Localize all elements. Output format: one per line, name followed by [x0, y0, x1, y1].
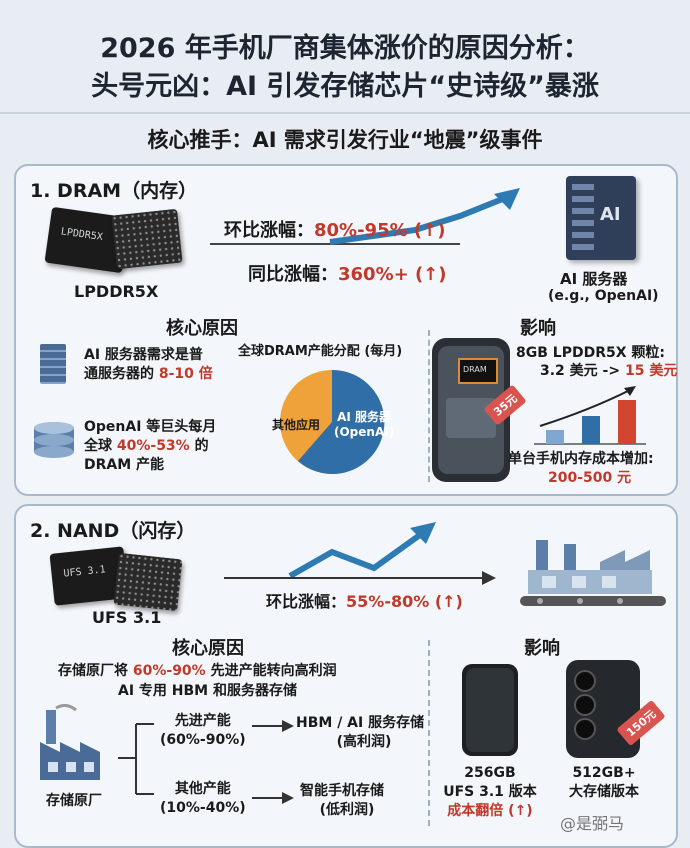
flow-arrows	[118, 720, 294, 804]
phone1-labels: 256GB UFS 3.1 版本 成本翻倍 (↑)	[438, 764, 542, 821]
dram-cause2-line1: OpenAI 等巨头每月	[84, 419, 217, 435]
subtitle: 核心推手：AI 需求引发行业“地震”级事件	[147, 128, 543, 152]
branch2-dest-line2: (低利润)	[319, 802, 375, 818]
ai-server-icon: AI	[566, 176, 636, 260]
dram-cause2-line2-end: 的	[189, 438, 209, 454]
phone1-cost: 成本翻倍 (↑)	[447, 803, 533, 819]
database-icon	[34, 422, 74, 458]
dram-cause2-highlight: 40%-53%	[116, 438, 190, 454]
branch1-line2: (60%-90%)	[160, 732, 246, 748]
dram-impact-price-old: 3.2 美元 ->	[540, 363, 625, 379]
branch2-line2: (10%-40%)	[160, 800, 246, 816]
dram-impact-price-new: 15 美元	[624, 363, 678, 379]
pie-label-ai: AI 服务器 (OpenAI)	[334, 408, 394, 439]
watermark: @是弼马	[560, 814, 625, 833]
phone-dram-chip: DRAM	[458, 358, 498, 384]
dram-impact-title: 影响	[520, 318, 556, 339]
nand-section-title: 2. NAND（闪存）	[30, 520, 196, 542]
dram-impact-line2: 3.2 美元 -> 15 美元	[540, 362, 677, 381]
dram-yoy-row: 同比涨幅：360%+ (↑)	[248, 260, 447, 286]
nand-mom-value: 55%-80% (↑)	[346, 592, 463, 611]
branch1-line1: 先进产能	[174, 713, 231, 729]
dram-cause1-line1: AI 服务器需求是普	[84, 347, 203, 363]
phone-256gb	[462, 664, 518, 756]
nand-growth-arrow	[224, 522, 496, 585]
title-line2: 头号元凶：AI 引发存储芯片“史诗级”暴涨	[91, 71, 599, 102]
dram-cause1-highlight: 8-10 倍	[158, 366, 213, 382]
phone2-version: 大存储版本	[569, 784, 639, 800]
nand-impact-divider	[428, 640, 431, 826]
dram-mom-row: 环比涨幅：80%-95% (↑)	[224, 216, 445, 242]
ufs-chip-marking: UFS 3.1	[63, 564, 107, 580]
branch2-label: 其他产能 (10%-40%)	[160, 780, 246, 818]
branch2-dest: 智能手机存储 (低利润)	[300, 782, 384, 820]
dram-mom-value: 80%-95% (↑)	[314, 220, 446, 241]
pie-slice-ai	[298, 369, 385, 474]
dram-cause1-line2: 通服务器的	[84, 366, 159, 382]
pie-label-ai-line1: AI 服务器	[337, 410, 392, 424]
phone-chip-label: DRAM	[463, 365, 487, 374]
phone1-capacity: 256GB	[464, 765, 516, 781]
factory-label: 存储原厂	[46, 793, 102, 809]
pie-label-ai-line2: (OpenAI)	[334, 425, 395, 439]
dram-mom-label: 环比涨幅：	[224, 220, 314, 241]
rack-server-icon	[40, 344, 66, 384]
nand-impact-title: 影响	[524, 638, 560, 659]
dram-impact-divider	[428, 330, 431, 482]
nand-mom-label: 环比涨幅：	[266, 592, 347, 611]
dram-pie-chart	[280, 369, 385, 474]
dram-impact-line3: 单台手机内存成本增加:	[508, 451, 654, 467]
nand-chip-label: UFS 3.1	[92, 608, 162, 627]
factory-icon	[40, 704, 100, 780]
branch1-dest-line2: (高利润)	[336, 734, 392, 750]
ai-badge: AI	[600, 204, 621, 225]
ai-server-sublabel: (e.g., OpenAI)	[548, 288, 659, 304]
phone2-capacity: 512GB+	[572, 765, 636, 781]
dram-cause2-line2: 全球	[84, 438, 117, 454]
factory-line-icon	[520, 540, 666, 606]
ufs-chip-back	[113, 552, 183, 612]
nand-cause-line2: AI 专用 HBM 和服务器存储	[118, 683, 297, 699]
chip-marking: LPDDR5X	[60, 226, 104, 244]
dram-cause2-line3: DRAM 产能	[84, 457, 165, 473]
ai-server-label: AI 服务器	[560, 270, 628, 288]
dram-cause1: AI 服务器需求是普 通服务器的 8-10 倍	[84, 346, 213, 384]
pie-title: 全球DRAM产能分配 (每月)	[238, 344, 403, 359]
dram-causes-title: 核心原因	[166, 318, 238, 339]
dram-yoy-value: 360%+ (↑)	[338, 264, 447, 285]
branch1-dest-line1: HBM / AI 服务存储	[296, 715, 425, 731]
dram-yoy-label: 同比涨幅：	[248, 264, 338, 285]
title-divider	[0, 112, 690, 114]
nand-cause-b: 先进产能转向高利润	[205, 663, 337, 679]
dram-cause2: OpenAI 等巨头每月 全球 40%-53% 的 DRAM 产能	[84, 418, 216, 475]
dram-growth-arrow	[210, 188, 520, 245]
branch2-dest-line1: 智能手机存储	[300, 783, 384, 799]
phone-512gb	[566, 660, 640, 758]
phone2-labels: 512GB+ 大存储版本	[556, 764, 652, 802]
nand-causes-title: 核心原因	[172, 638, 244, 659]
nand-cause-highlight: 60%-90%	[132, 663, 206, 679]
dram-impact-line1: 8GB LPDDR5X 颗粒:	[516, 345, 665, 361]
lpddr5x-chip-back	[111, 208, 183, 270]
nand-mom-row: 环比涨幅：55%-80% (↑)	[266, 588, 463, 612]
phone1-version: UFS 3.1 版本	[443, 784, 537, 800]
dram-section-title: 1. DRAM（内存）	[30, 180, 198, 202]
branch1-label: 先进产能 (60%-90%)	[160, 712, 246, 750]
pie-label-other: 其他应用	[272, 418, 321, 432]
branch1-dest: HBM / AI 服务存储 (高利润)	[296, 714, 424, 752]
branch2-line1: 其他产能	[174, 781, 231, 797]
dram-chip-label: LPDDR5X	[74, 282, 159, 301]
nand-cause-line1: 存储原厂将 60%-90% 先进产能转向高利润	[58, 662, 337, 681]
title-line1: 2026 年手机厂商集体涨价的原因分析：	[100, 33, 590, 64]
cost-bar-chart	[534, 386, 646, 445]
nand-cause-a: 存储原厂将	[58, 663, 133, 679]
dram-impact-line4: 200-500 元	[548, 470, 632, 486]
